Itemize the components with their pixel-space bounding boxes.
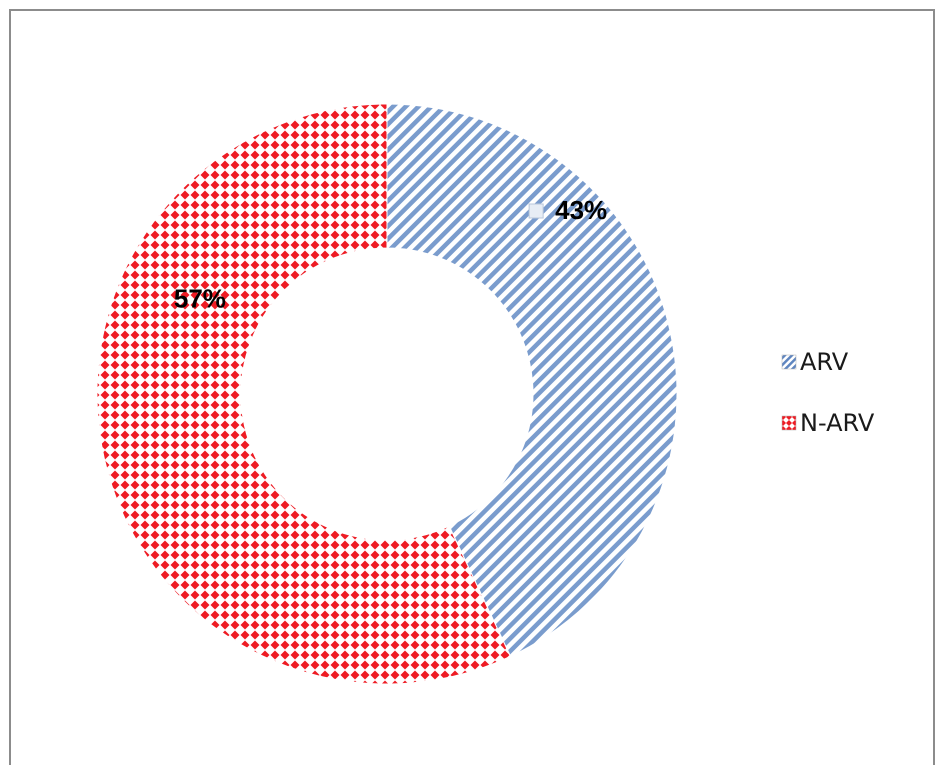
data-label-n-arv: 57% [174, 284, 226, 314]
slice-arv [386, 103, 678, 658]
slice-n-arv [96, 103, 512, 685]
data-label-arv: 43% [528, 195, 607, 225]
legend-swatch [781, 354, 797, 370]
data-label-text: 57% [174, 284, 226, 314]
legend-label: ARV [800, 348, 849, 376]
data-label-text: 43% [555, 195, 607, 225]
legend-item-n-arv: N-ARV [781, 409, 875, 437]
legend-swatch [781, 415, 797, 431]
data-label-marker [528, 203, 544, 219]
legend-item-arv: ARV [781, 348, 849, 376]
legend-label: N-ARV [800, 409, 875, 437]
